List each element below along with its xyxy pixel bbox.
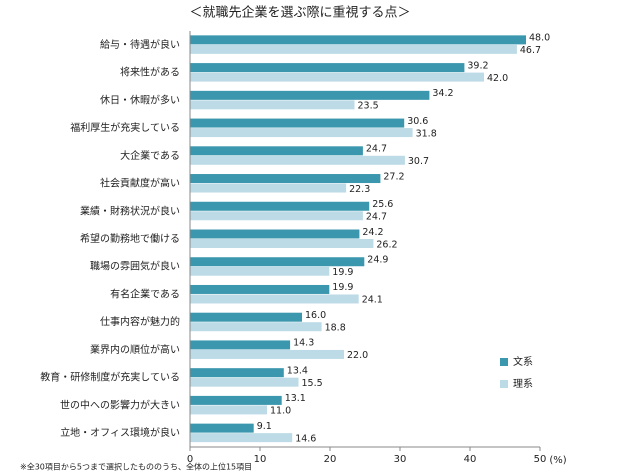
value-label: 31.8 xyxy=(416,128,437,139)
bar xyxy=(190,44,517,54)
bar xyxy=(190,284,330,294)
bar xyxy=(190,118,405,128)
value-label: 46.7 xyxy=(520,45,541,56)
value-label: 30.7 xyxy=(408,156,429,167)
category-label: 希望の勤務地で働ける xyxy=(80,232,180,245)
bar xyxy=(190,377,299,387)
category-label: 有名企業である xyxy=(110,287,180,300)
category-label: 社会貢献度が高い xyxy=(100,177,180,190)
x-tick-label: 20 xyxy=(324,454,337,465)
category-label: 職場の雰囲気が良い xyxy=(90,260,180,273)
bar xyxy=(190,423,254,433)
category-label: 世の中への影響力が大きい xyxy=(60,398,180,411)
x-tick-label: 0 xyxy=(187,454,193,465)
bar xyxy=(190,63,465,73)
bar xyxy=(190,405,267,415)
value-label: 22.3 xyxy=(349,184,370,195)
bar xyxy=(190,257,365,267)
category-label: 業界内の順位が高い xyxy=(90,343,180,356)
bar xyxy=(190,146,363,156)
value-label: 48.0 xyxy=(529,33,550,44)
bar xyxy=(190,211,363,221)
bar xyxy=(190,128,413,138)
category-label: 立地・オフィス環境が良い xyxy=(60,426,180,439)
value-label: 25.6 xyxy=(372,199,393,210)
value-label: 15.5 xyxy=(302,378,323,389)
value-label: 9.1 xyxy=(257,421,272,432)
value-label: 14.6 xyxy=(295,433,316,444)
category-label: 業績・財務状況が良い xyxy=(80,204,180,217)
value-label: 11.0 xyxy=(270,406,291,417)
category-label: 将来性がある xyxy=(120,66,180,79)
value-label: 22.0 xyxy=(347,350,368,361)
bar xyxy=(190,294,359,304)
x-axis-label: (%) xyxy=(549,455,566,466)
value-label: 16.0 xyxy=(305,310,326,321)
bar xyxy=(190,201,370,211)
chart-title: ＜就職先企業を選ぶ際に重視する点＞ xyxy=(189,5,410,21)
bar xyxy=(190,368,284,378)
bar xyxy=(190,90,430,100)
category-label: 休日・休暇が多い xyxy=(100,93,180,106)
bar xyxy=(190,35,526,45)
x-tick-label: 40 xyxy=(464,454,477,465)
bar xyxy=(190,100,355,110)
value-label: 24.9 xyxy=(367,254,388,265)
bar xyxy=(190,266,330,276)
value-label: 18.8 xyxy=(325,322,346,333)
x-tick-label: 50 xyxy=(534,454,547,465)
bar xyxy=(190,312,302,322)
x-tick-label: 30 xyxy=(394,454,407,465)
legend-label: 文系 xyxy=(513,355,533,368)
legend-label: 理系 xyxy=(513,378,533,390)
value-label: 19.9 xyxy=(332,282,353,293)
legend-swatch xyxy=(500,380,508,388)
value-label: 34.2 xyxy=(432,88,453,99)
legend-swatch xyxy=(500,358,508,366)
value-label: 39.2 xyxy=(467,60,488,71)
value-label: 14.3 xyxy=(293,338,314,349)
bar xyxy=(190,395,282,405)
bar xyxy=(190,72,484,82)
category-label: 福利厚生が充実している xyxy=(70,121,180,134)
value-label: 13.1 xyxy=(285,393,306,404)
value-label: 26.2 xyxy=(376,239,397,250)
category-label: 大企業である xyxy=(120,149,180,162)
x-tick-label: 10 xyxy=(254,454,267,465)
bar xyxy=(190,433,293,443)
bar xyxy=(190,239,374,248)
bar xyxy=(190,174,381,184)
value-label: 23.5 xyxy=(358,101,379,112)
value-label: 24.7 xyxy=(366,212,387,223)
bar xyxy=(190,155,405,165)
value-label: 24.1 xyxy=(362,295,383,306)
bar xyxy=(190,183,347,193)
bar xyxy=(190,340,291,350)
value-label: 24.2 xyxy=(362,227,383,238)
value-label: 13.4 xyxy=(287,365,308,376)
value-label: 30.6 xyxy=(407,116,428,127)
value-label: 19.9 xyxy=(332,267,353,278)
value-label: 42.0 xyxy=(487,73,508,84)
value-label: 24.7 xyxy=(366,144,387,155)
bar xyxy=(190,229,360,239)
category-label: 教育・研修制度が充実している xyxy=(40,371,180,384)
bar xyxy=(190,322,322,332)
category-label: 給与・待遇が良い xyxy=(100,38,180,51)
value-label: 27.2 xyxy=(383,171,404,182)
bar xyxy=(190,349,344,359)
footnote: ※全30項目から5つまで選択したもののうち、全体の上位15項目 xyxy=(20,462,252,472)
category-label: 仕事内容が魅力的 xyxy=(100,315,180,328)
